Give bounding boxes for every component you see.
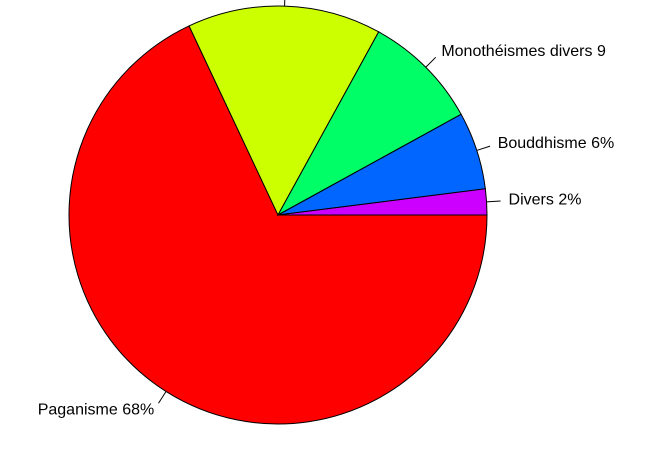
pie-slices xyxy=(68,5,488,425)
slice-label-divers: Divers 2% xyxy=(509,192,582,209)
label-leader-bouddhisme xyxy=(476,145,491,151)
pie-slice-paganisme xyxy=(68,25,488,425)
slice-labels: Paganisme 68%Athéisme 15%Monothéismes di… xyxy=(38,43,615,418)
slice-label-paganisme: Paganisme 68% xyxy=(38,401,155,418)
pie-slice-atheisme xyxy=(188,5,380,217)
label-leader-divers xyxy=(486,200,501,203)
label-leaders xyxy=(158,0,501,404)
slice-label-monotheismes: Monothéismes divers 9 xyxy=(441,43,606,60)
slice-label-bouddhisme: Bouddhisme 6% xyxy=(498,135,615,152)
label-leader-paganisme xyxy=(158,391,167,404)
label-leader-monotheismes xyxy=(425,56,437,68)
